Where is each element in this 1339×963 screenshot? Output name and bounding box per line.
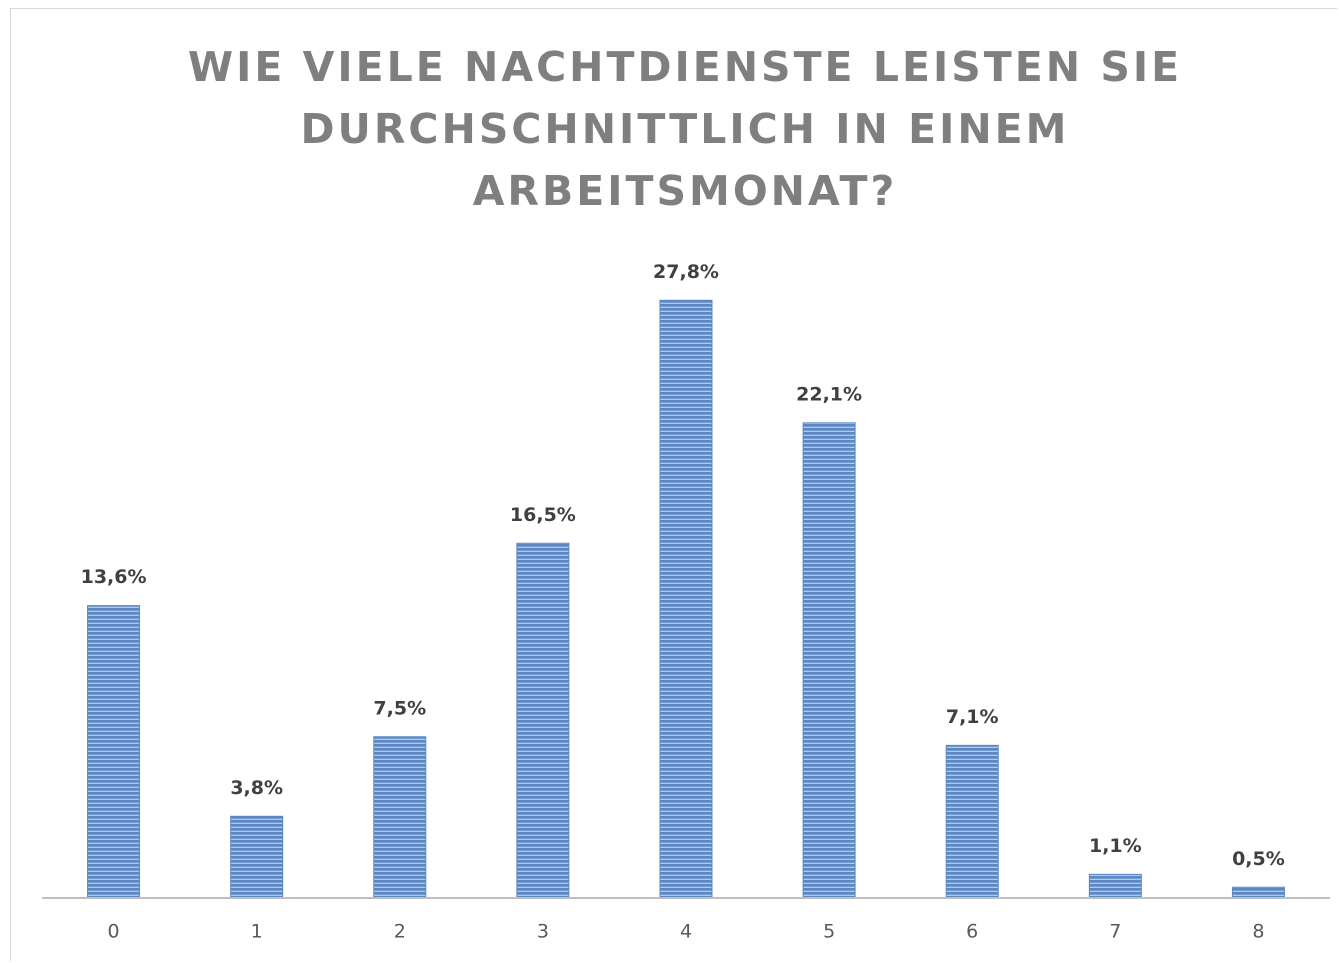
x-tick-label: 1 <box>251 921 263 943</box>
chart-frame <box>10 8 1337 961</box>
data-label: 16,5% <box>510 504 576 526</box>
x-tick-label: 3 <box>537 921 549 943</box>
bar <box>87 605 141 899</box>
x-tick-label: 0 <box>108 921 120 943</box>
data-label: 7,1% <box>946 706 999 728</box>
bar <box>516 542 570 899</box>
x-tick-label: 7 <box>1109 921 1121 943</box>
x-tick-label: 5 <box>823 921 835 943</box>
data-label: 7,5% <box>373 697 426 719</box>
data-label: 22,1% <box>796 383 862 405</box>
bar <box>373 736 427 899</box>
data-label: 13,6% <box>81 566 147 588</box>
data-label: 3,8% <box>230 777 283 799</box>
bar <box>802 422 856 899</box>
bar <box>230 815 284 899</box>
bar <box>659 299 713 899</box>
x-tick-label: 2 <box>394 921 406 943</box>
data-label: 1,1% <box>1089 835 1142 857</box>
data-label: 27,8% <box>653 261 719 283</box>
bar <box>945 744 999 899</box>
x-tick-label: 8 <box>1252 921 1264 943</box>
data-label: 0,5% <box>1232 848 1285 870</box>
bar <box>1088 873 1142 899</box>
chart-title: WIE VIELE NACHTDIENSTE LEISTEN SIE DURCH… <box>187 43 1183 215</box>
x-tick-label: 4 <box>680 921 692 943</box>
x-tick-label: 6 <box>966 921 978 943</box>
bar <box>1231 886 1285 899</box>
